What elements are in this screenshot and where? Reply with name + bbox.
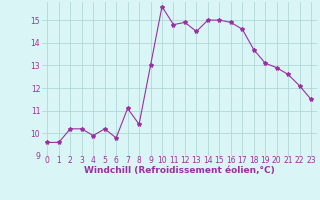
X-axis label: Windchill (Refroidissement éolien,°C): Windchill (Refroidissement éolien,°C) <box>84 166 275 175</box>
